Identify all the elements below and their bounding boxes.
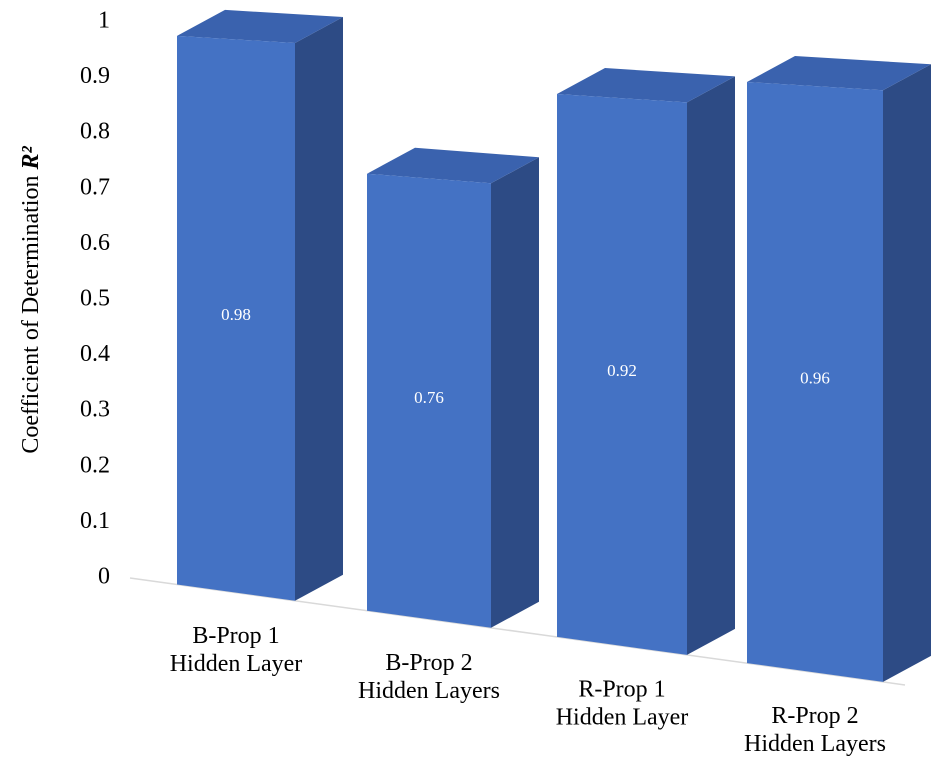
x-tick-label: Hidden Layer xyxy=(556,704,689,730)
data-label: 0.96 xyxy=(800,368,830,387)
y-tick-label: 0.1 xyxy=(80,508,110,534)
y-axis-symbol: R² xyxy=(18,146,44,171)
y-tick-label: 0.3 xyxy=(80,397,110,423)
bar-top xyxy=(747,56,931,91)
x-tick-label: Hidden Layers xyxy=(744,731,886,757)
bar-front xyxy=(747,82,883,682)
y-tick-label: 0.2 xyxy=(80,452,110,478)
bar xyxy=(177,9,343,601)
bar-front xyxy=(177,35,295,601)
bar-side xyxy=(295,17,343,601)
x-tick-label: Hidden Layers xyxy=(358,678,500,704)
y-tick-label: 0.5 xyxy=(80,286,110,312)
bar xyxy=(747,56,931,682)
bar-side xyxy=(491,157,539,628)
x-tick-label: Hidden Layer xyxy=(170,651,303,677)
y-tick-label: 0.7 xyxy=(80,174,110,200)
bar-top xyxy=(367,147,539,184)
y-tick-label: 0.4 xyxy=(80,341,110,367)
y-axis-label: Coefficient of Determination xyxy=(18,176,44,454)
data-label: 0.76 xyxy=(414,388,444,407)
y-tick-label: 0.9 xyxy=(80,63,110,89)
y-tick-label: 0.6 xyxy=(80,230,110,256)
bar-top xyxy=(177,9,343,43)
x-tick-label: B-Prop 2 xyxy=(385,650,472,676)
x-tick-label: R-Prop 1 xyxy=(578,676,665,702)
bar-front xyxy=(367,173,491,628)
data-label: 0.92 xyxy=(607,361,637,380)
bar-side xyxy=(687,76,735,655)
bar-top xyxy=(557,68,735,103)
x-tick-label: B-Prop 1 xyxy=(192,623,279,649)
bar xyxy=(557,68,735,655)
y-tick-label: 1 xyxy=(98,8,110,34)
y-axis-title: Coefficient of Determination R² xyxy=(18,146,44,454)
x-tick-label: R-Prop 2 xyxy=(771,703,858,729)
data-label: 0.98 xyxy=(221,305,251,324)
bar-front xyxy=(557,94,687,655)
bar-side xyxy=(883,64,931,682)
y-tick-label: 0 xyxy=(98,564,110,590)
bar xyxy=(367,147,539,628)
y-tick-label: 0.8 xyxy=(80,119,110,145)
